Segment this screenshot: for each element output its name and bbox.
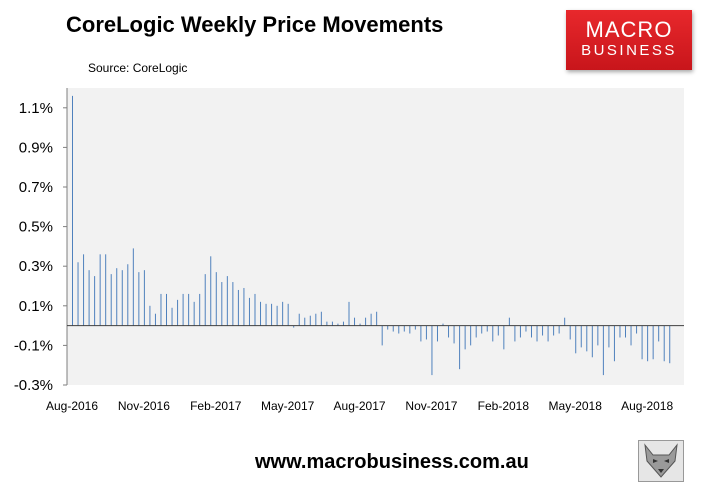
x-tick-label: Nov-2017 bbox=[405, 399, 457, 413]
x-tick-label: May-2017 bbox=[261, 399, 315, 413]
wolf-head-icon bbox=[638, 440, 684, 482]
chart-title: CoreLogic Weekly Price Movements bbox=[66, 12, 444, 37]
y-tick-label: 0.9% bbox=[19, 139, 53, 156]
x-tick-label: Feb-2017 bbox=[190, 399, 242, 413]
logo-line-2: BUSINESS bbox=[581, 42, 677, 59]
y-tick-label: 0.1% bbox=[19, 298, 53, 315]
y-tick-label: -0.3% bbox=[14, 377, 53, 394]
x-tick-label: May-2018 bbox=[549, 399, 603, 413]
x-tick-label: Feb-2018 bbox=[478, 399, 530, 413]
chart-source: Source: CoreLogic bbox=[88, 61, 188, 75]
x-tick-label: Aug-2016 bbox=[46, 399, 98, 413]
logo-line-1: MACRO bbox=[585, 17, 673, 42]
x-tick-label: Aug-2017 bbox=[334, 399, 386, 413]
plot-area bbox=[67, 88, 684, 385]
y-tick-label: 1.1% bbox=[19, 100, 53, 117]
y-tick-label: -0.1% bbox=[14, 337, 53, 354]
x-tick-label: Nov-2016 bbox=[118, 399, 170, 413]
macrobusiness-logo: MACRO BUSINESS bbox=[566, 10, 692, 70]
y-tick-label: 0.3% bbox=[19, 258, 53, 275]
y-tick-label: 0.7% bbox=[19, 179, 53, 196]
footer-url: www.macrobusiness.com.au bbox=[255, 451, 529, 473]
y-tick-label: 0.5% bbox=[19, 219, 53, 236]
x-tick-label: Aug-2018 bbox=[621, 399, 673, 413]
